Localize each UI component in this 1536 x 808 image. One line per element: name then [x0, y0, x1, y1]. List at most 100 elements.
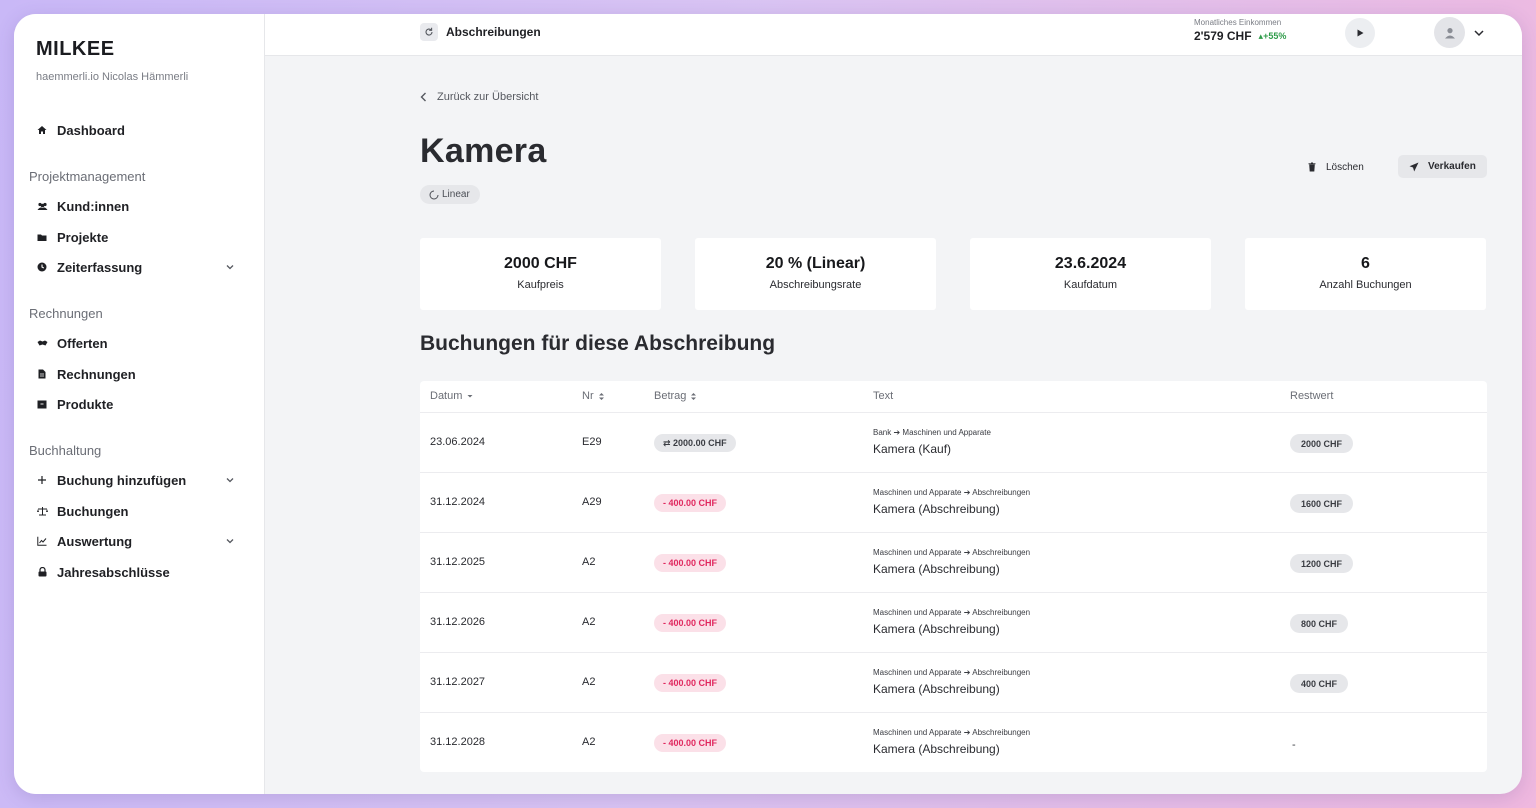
refresh-icon[interactable] — [420, 23, 438, 41]
monthly-income: Monatliches Einkommen 2'579 CHF ▴+55% — [1194, 18, 1286, 43]
table-row[interactable]: 31.12.2026 A2 - 400.00 CHF Maschinen und… — [420, 593, 1487, 653]
income-label: Monatliches Einkommen — [1194, 18, 1282, 27]
play-timer-button[interactable] — [1345, 18, 1375, 48]
sidebar-item-offers[interactable]: Offerten — [36, 332, 236, 354]
sidebar-item-dashboard[interactable]: Dashboard — [36, 119, 236, 141]
booking-text: Kamera (Abschreibung) — [873, 682, 1000, 696]
spinner-icon — [429, 190, 439, 199]
section-title-rechnungen: Rechnungen — [29, 306, 103, 321]
booking-accounts: Maschinen und Apparate ➔ Abschreibungen — [873, 548, 1030, 557]
box-icon — [36, 398, 48, 410]
delete-button[interactable]: Löschen — [1308, 157, 1364, 177]
stat-value: 6 — [1361, 255, 1370, 272]
account-to: Abschreibungen — [972, 728, 1031, 737]
sidebar-item-invoices[interactable]: Rechnungen — [36, 363, 236, 385]
stat-label: Kaufdatum — [1063, 279, 1118, 291]
sidebar: MILKEE haemmerli.io Nicolas Hämmerli Das… — [14, 14, 265, 794]
column-header-amount[interactable]: Betrag — [654, 390, 697, 402]
section-heading-bookings: Buchungen für diese Abschreibung — [420, 332, 776, 355]
chevron-down-icon[interactable] — [1472, 26, 1486, 40]
account-to: Abschreibungen — [972, 548, 1031, 557]
rest-value-badge: 800 CHF — [1290, 614, 1349, 633]
sidebar-item-products[interactable]: Produkte — [36, 393, 236, 415]
cell-date: 31.12.2027 — [430, 676, 486, 688]
column-header-label: Nr — [582, 390, 594, 402]
stat-card-depreciation-rate: 20 % (Linear) Abschreibungsrate — [695, 238, 936, 310]
table-row[interactable]: 23.06.2024 E29 ⇄ 2000.00 CHF Bank ➔ Masc… — [420, 413, 1487, 473]
document-icon — [36, 368, 48, 380]
table-header: Datum Nr Betrag Text Restwert — [420, 381, 1487, 413]
chevron-down-icon[interactable] — [224, 535, 236, 547]
plus-icon — [36, 474, 48, 486]
cell-nr: A2 — [582, 556, 596, 568]
sidebar-item-time-tracking[interactable]: Zeiterfassung — [36, 256, 236, 278]
home-icon — [36, 124, 48, 136]
cell-nr: A29 — [582, 496, 602, 508]
booking-text: Kamera (Abschreibung) — [873, 562, 1000, 576]
amount-badge: - 400.00 CHF — [654, 674, 727, 692]
clock-icon — [36, 261, 48, 273]
sidebar-item-label: Dashboard — [57, 122, 125, 138]
cell-nr: A2 — [582, 676, 596, 688]
booking-accounts: Maschinen und Apparate ➔ Abschreibungen — [873, 668, 1030, 677]
amount-badge: - 400.00 CHF — [654, 554, 727, 572]
sidebar-item-label: Buchungen — [57, 503, 129, 519]
arrow-right-icon: ➔ — [963, 488, 971, 497]
amount-badge: - 400.00 CHF — [654, 494, 727, 512]
sidebar-item-label: Kund:innen — [57, 198, 130, 214]
account-from: Maschinen und Apparate — [873, 548, 962, 557]
table-row[interactable]: 31.12.2024 A29 - 400.00 CHF Maschinen un… — [420, 473, 1487, 533]
cell-date: 31.12.2028 — [430, 736, 486, 748]
chevron-down-icon[interactable] — [224, 474, 236, 486]
stat-value: 2000 CHF — [504, 255, 577, 272]
cell-date: 31.12.2026 — [430, 616, 486, 628]
sidebar-item-label: Projekte — [57, 229, 109, 245]
booking-text: Kamera (Kauf) — [873, 442, 952, 456]
method-chip: Linear — [420, 185, 480, 204]
sidebar-item-evaluation[interactable]: Auswertung — [36, 530, 236, 552]
cell-nr: E29 — [582, 436, 602, 448]
back-link[interactable]: Zurück zur Übersicht — [420, 91, 538, 103]
table-row[interactable]: 31.12.2028 A2 - 400.00 CHF Maschinen und… — [420, 713, 1487, 772]
rest-value-badge: 400 CHF — [1290, 674, 1349, 693]
sidebar-item-annual-closings[interactable]: Jahresabschlüsse — [36, 561, 236, 583]
breadcrumb: Abschreibungen — [420, 23, 541, 41]
sidebar-item-label: Jahresabschlüsse — [57, 564, 170, 580]
send-icon — [1409, 162, 1419, 171]
handshake-icon — [36, 337, 48, 349]
account-from: Maschinen und Apparate — [873, 668, 962, 677]
arrow-right-icon: ➔ — [963, 668, 971, 677]
arrow-right-icon: ➔ — [963, 608, 971, 617]
stat-card-purchase-date: 23.6.2024 Kaufdatum — [970, 238, 1211, 310]
sidebar-item-bookings[interactable]: Buchungen — [36, 500, 236, 522]
column-header-date[interactable]: Datum — [430, 390, 474, 402]
table-row[interactable]: 31.12.2027 A2 - 400.00 CHF Maschinen und… — [420, 653, 1487, 713]
cell-nr: A2 — [582, 616, 596, 628]
account-from: Maschinen und Apparate — [873, 608, 962, 617]
sidebar-item-add-booking[interactable]: Buchung hinzufügen — [36, 469, 236, 491]
booking-accounts: Bank ➔ Maschinen und Apparate — [873, 428, 991, 437]
sidebar-item-projects[interactable]: Projekte — [36, 226, 236, 248]
trend-up-icon: ▴ — [1258, 30, 1264, 41]
table-row[interactable]: 31.12.2025 A2 - 400.00 CHF Maschinen und… — [420, 533, 1487, 593]
column-header-nr[interactable]: Nr — [582, 390, 605, 402]
account-from: Maschinen und Apparate — [873, 728, 962, 737]
booking-accounts: Maschinen und Apparate ➔ Abschreibungen — [873, 488, 1030, 497]
sort-icon — [691, 392, 697, 400]
chevron-left-icon — [420, 92, 426, 102]
chevron-down-icon[interactable] — [224, 261, 236, 273]
arrow-right-icon: ➔ — [893, 428, 901, 437]
sidebar-item-customers[interactable]: Kund:innen — [36, 195, 236, 217]
sell-button-label: Verkaufen — [1428, 161, 1476, 172]
play-icon — [1357, 29, 1364, 37]
income-trend-value: +55% — [1263, 30, 1287, 41]
booking-accounts: Maschinen und Apparate ➔ Abschreibungen — [873, 728, 1030, 737]
cell-nr: A2 — [582, 736, 596, 748]
avatar[interactable] — [1434, 17, 1465, 48]
brand-logo[interactable]: MILKEE — [36, 38, 115, 60]
section-title-projektmanagement: Projektmanagement — [29, 169, 146, 184]
booking-accounts: Maschinen und Apparate ➔ Abschreibungen — [873, 608, 1030, 617]
sell-button[interactable]: Verkaufen — [1398, 155, 1487, 178]
sidebar-item-label: Offerten — [57, 335, 108, 351]
booking-text: Kamera (Abschreibung) — [873, 502, 1000, 516]
